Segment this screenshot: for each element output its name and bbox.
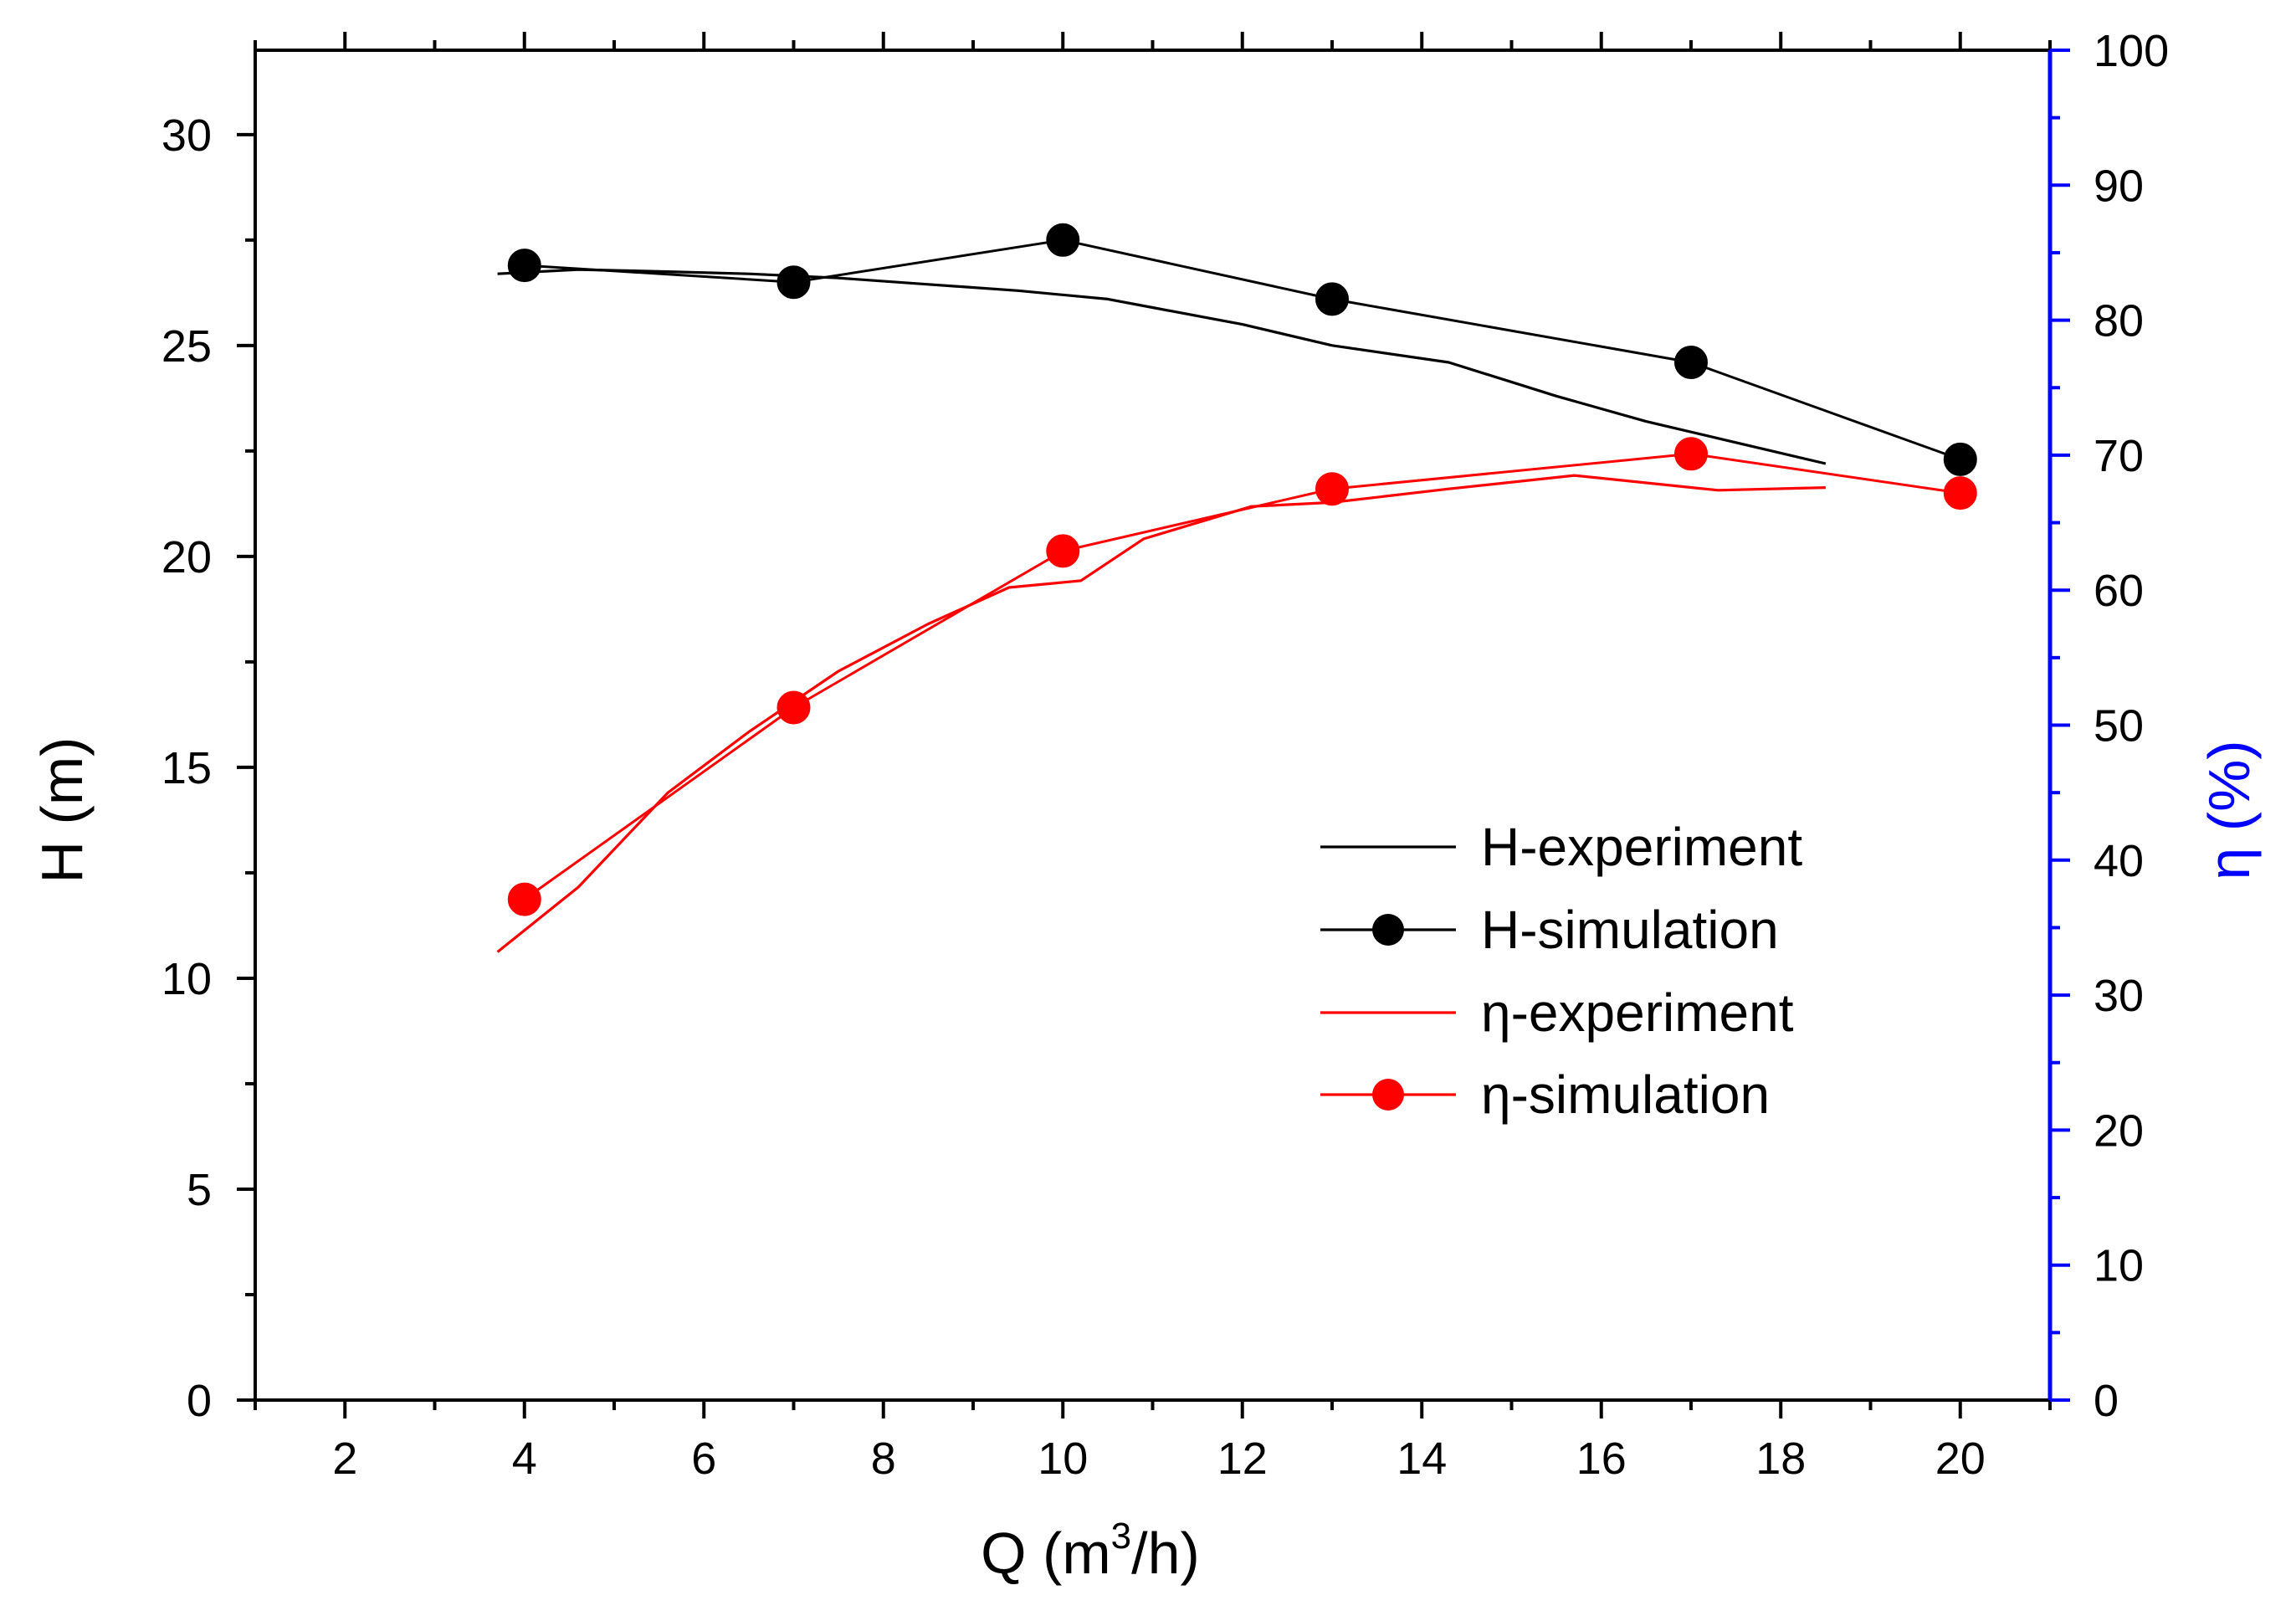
- legend: H-experiment H-simulation η-experiment η-si…: [1320, 817, 1802, 1125]
- x-tick-label: 6: [691, 1434, 716, 1484]
- y-axis-right-title: η (%): [2196, 740, 2262, 880]
- series-line-eta-simulation: [523, 452, 1961, 900]
- data-point-h-simulation: [776, 265, 811, 300]
- x-tick-label: 12: [1217, 1434, 1268, 1484]
- x-axis-title: Q (m3/h): [981, 1516, 1200, 1586]
- y-left-tick-label: 15: [161, 743, 212, 793]
- y-right-tick-label: 30: [2094, 971, 2144, 1021]
- series-layer: [496, 223, 1977, 953]
- x-tick-label: 20: [1935, 1434, 1986, 1484]
- data-point-eta-simulation: [1315, 472, 1349, 506]
- legend-label-eta-simulation: η-simulation: [1481, 1065, 1770, 1125]
- legend-label-h-simulation: H-simulation: [1481, 900, 1779, 960]
- data-point-eta-simulation: [776, 690, 811, 725]
- data-point-h-simulation: [1674, 346, 1708, 379]
- x-tick-label: 4: [512, 1434, 537, 1484]
- y-right-tick-label: 60: [2094, 566, 2144, 616]
- data-point-h-simulation: [507, 249, 541, 283]
- data-point-h-simulation: [1943, 442, 1977, 476]
- legend-marker-h-simulation: [1372, 914, 1404, 946]
- y-left-tick-label: 5: [187, 1165, 212, 1215]
- data-point-eta-simulation: [507, 882, 541, 916]
- series-line-eta-experiment: [496, 474, 1826, 953]
- series-line-h-simulation: [524, 239, 1961, 461]
- x-tick-label: 2: [332, 1434, 357, 1484]
- y-right-tick-label: 70: [2094, 431, 2144, 481]
- y-right-tick-label: 40: [2094, 836, 2144, 886]
- ticks-layer: 2 4 6 8 10 12 14 16 18 20 0 5 10 15 20 25 30 0 10 20 30 40 50 6…: [161, 26, 2169, 1484]
- y-left-tick-label: 0: [187, 1376, 212, 1426]
- x-tick-label: 10: [1038, 1434, 1088, 1484]
- y-right-tick-label: 20: [2094, 1106, 2144, 1156]
- y-right-tick-label: 100: [2094, 26, 2169, 76]
- y-axis-left-title: H (m): [29, 737, 95, 884]
- x-tick-label: 18: [1755, 1434, 1806, 1484]
- legend-marker-eta-simulation: [1372, 1079, 1404, 1111]
- x-axis-title-tail: /h): [1131, 1521, 1200, 1586]
- y-left-tick-label: 10: [161, 954, 212, 1004]
- data-point-eta-simulation: [1943, 476, 1977, 510]
- x-axis-title-superscript: 3: [1111, 1516, 1131, 1557]
- data-point-eta-simulation: [1046, 534, 1080, 568]
- legend-label-h-experiment: H-experiment: [1481, 817, 1802, 877]
- x-tick-label: 16: [1576, 1434, 1627, 1484]
- y-right-tick-label: 10: [2094, 1241, 2144, 1291]
- y-left-tick-label: 20: [161, 532, 212, 582]
- y-left-tick-label: 30: [161, 110, 212, 161]
- series-line-h-experiment: [497, 268, 1827, 465]
- y-right-tick-label: 50: [2094, 701, 2144, 752]
- y-left-tick-label: 25: [161, 321, 212, 372]
- x-tick-label: 14: [1397, 1434, 1447, 1484]
- y-right-tick-label: 80: [2094, 296, 2144, 346]
- y-right-tick-label: 0: [2094, 1376, 2119, 1426]
- legend-label-eta-experiment: η-experiment: [1481, 982, 1794, 1043]
- x-axis-title-main: Q (m: [981, 1521, 1111, 1586]
- y-right-tick-label: 90: [2094, 161, 2144, 211]
- data-point-h-simulation: [1315, 282, 1349, 316]
- data-point-h-simulation: [1046, 223, 1080, 257]
- data-point-eta-simulation: [1674, 437, 1708, 471]
- x-tick-label: 8: [871, 1434, 896, 1484]
